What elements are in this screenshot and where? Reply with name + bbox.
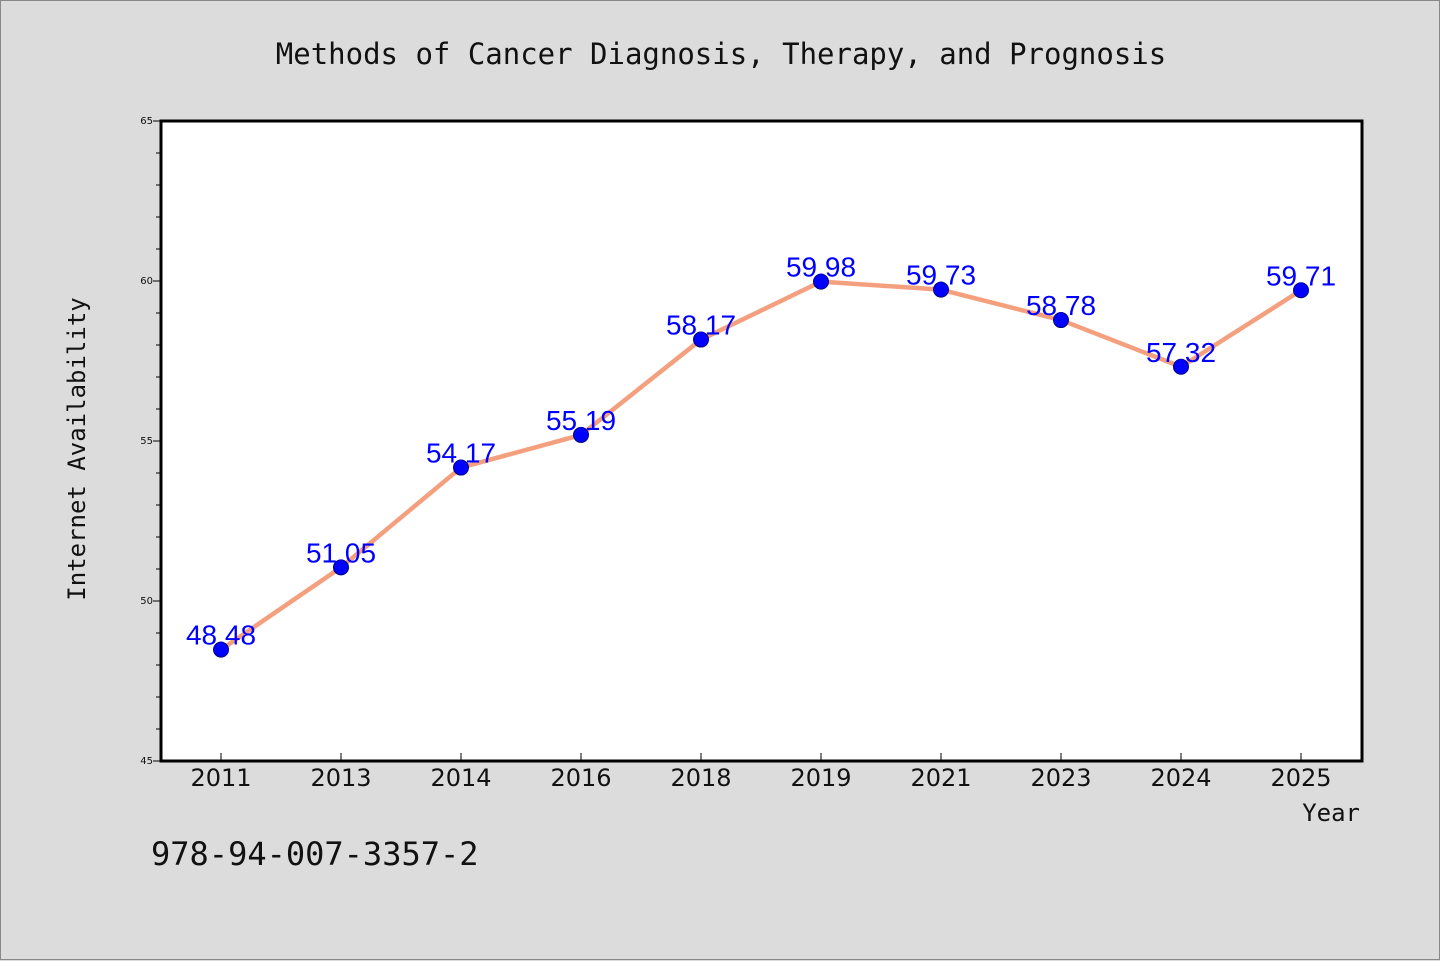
y-tick-label: 50 — [140, 596, 153, 607]
data-label: 59.98 — [786, 252, 856, 283]
x-tick-label: 2018 — [670, 764, 731, 792]
x-tick-label: 2023 — [1030, 764, 1091, 792]
chart-title: Methods of Cancer Diagnosis, Therapy, an… — [276, 37, 1166, 71]
y-axis-label: Internet Availability — [63, 297, 91, 600]
x-tick-label: 2024 — [1150, 764, 1211, 792]
data-label: 48.48 — [186, 620, 256, 651]
y-axis: 45 50 55 60 65 — [140, 116, 161, 767]
data-label: 51.05 — [306, 537, 376, 568]
y-tick-label: 65 — [140, 116, 153, 127]
data-point — [933, 281, 949, 298]
data-label: 58.78 — [1026, 290, 1096, 321]
y-tick-label: 45 — [140, 756, 153, 767]
data-point — [573, 426, 589, 443]
data-label: 59.73 — [906, 260, 976, 291]
data-label: 57.32 — [1146, 337, 1216, 368]
data-point — [453, 459, 469, 476]
x-tick-label: 2013 — [310, 764, 371, 792]
data-point — [1173, 358, 1189, 375]
isbn-text: 978-94-007-3357-2 — [151, 835, 479, 873]
y-tick-label: 60 — [140, 276, 153, 287]
data-point — [813, 273, 829, 290]
data-point — [1053, 312, 1069, 329]
data-label: 59.71 — [1266, 260, 1336, 291]
x-tick-label: 2021 — [910, 764, 971, 792]
y-tick-label: 55 — [140, 436, 153, 447]
data-point — [693, 331, 709, 348]
x-axis: 2011 2013 2014 2016 2018 2019 2021 2023 2024 2025 — [190, 753, 1332, 792]
data-point — [213, 641, 229, 658]
x-tick-label: 2014 — [430, 764, 491, 792]
x-tick-label: 2016 — [550, 764, 611, 792]
plot-area — [159, 119, 1364, 763]
data-label: 54.17 — [426, 438, 496, 469]
data-markers — [213, 273, 1309, 658]
x-tick-label: 2011 — [190, 764, 251, 792]
series-line — [218, 279, 1304, 652]
data-point — [333, 559, 349, 576]
x-axis-label: Year — [1302, 799, 1360, 827]
data-label: 55.19 — [546, 405, 616, 436]
data-labels: 48.48 51.05 54.17 55.19 58.17 59.98 59.73 58.78… — [186, 252, 1336, 651]
data-label: 58.17 — [666, 310, 736, 341]
x-tick-label: 2025 — [1270, 764, 1331, 792]
x-tick-label: 2019 — [790, 764, 851, 792]
data-point — [1293, 282, 1309, 299]
